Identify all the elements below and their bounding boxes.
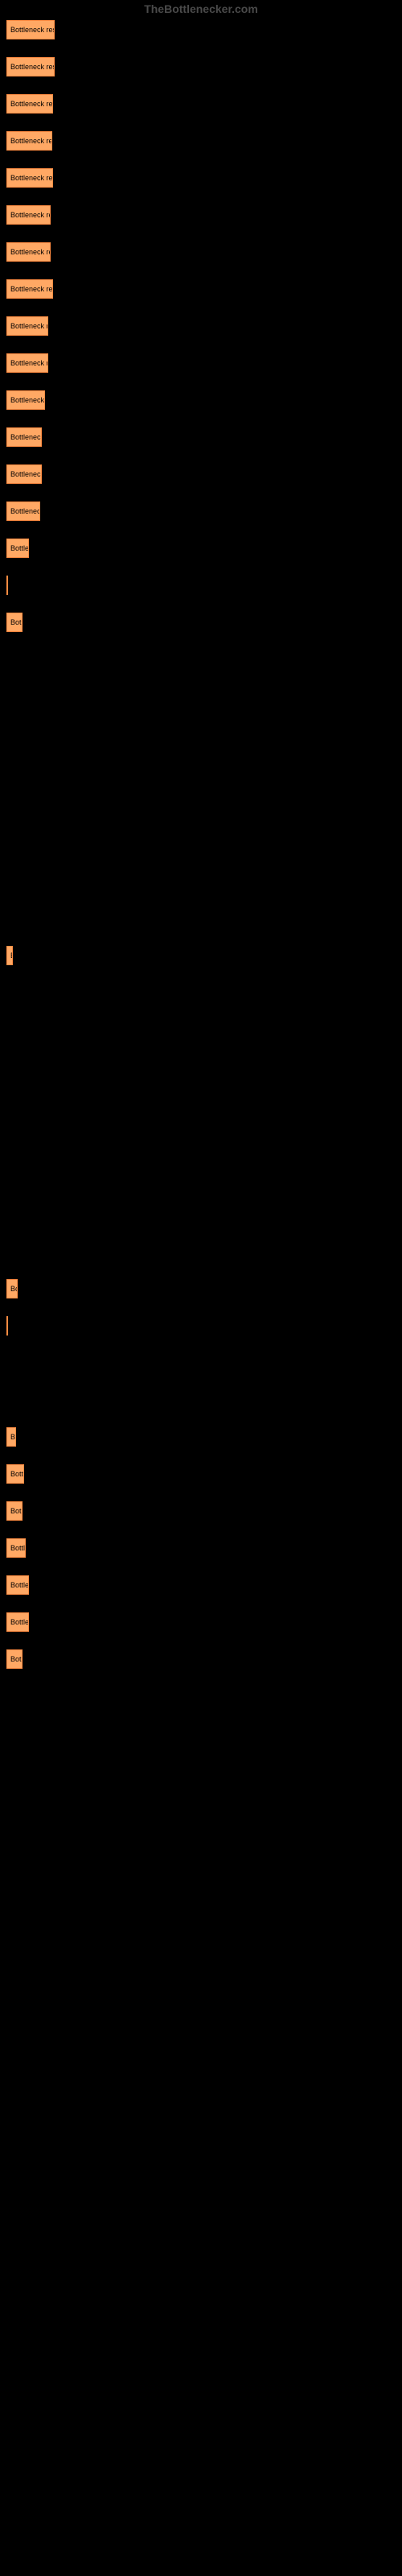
bar-row: Bot <box>6 1649 402 1669</box>
bar-row: Bottleneck r <box>6 316 402 336</box>
bar-row: Bo <box>6 1427 402 1447</box>
bar-row: Bottle <box>6 539 402 558</box>
bar-label: Bo <box>10 1433 16 1441</box>
chart-bar: Bottleneck <box>6 464 42 484</box>
chart-bar: Bottleneck re <box>6 131 52 151</box>
chart-container: Bottleneck res Bottleneck res Bottleneck r… <box>0 0 402 1669</box>
bar-label: Bott <box>10 1470 23 1478</box>
bar-row <box>6 576 402 595</box>
watermark-text: TheBottlenecker.com <box>144 2 258 15</box>
chart-bar: Bottl <box>6 1538 26 1558</box>
chart-bar: Bot <box>6 1649 23 1669</box>
bar-row: Bottleneck res <box>6 57 402 76</box>
bar-row: Bo <box>6 1279 402 1298</box>
chart-bar: Bottleneck re <box>6 242 51 262</box>
chart-bar: Bottleneck res <box>6 20 55 39</box>
bar-row <box>6 761 402 780</box>
chart-bar: Bott <box>6 1464 24 1484</box>
bar-label: Bottleneck re <box>10 285 53 293</box>
chart-bar: Bottleneck r <box>6 316 48 336</box>
bar-row: Bottleneck res <box>6 20 402 39</box>
bar-row: B <box>6 946 402 965</box>
chart-bar: Bottleneck re <box>6 94 53 114</box>
bar-row: Bottleneck r <box>6 353 402 373</box>
bar-label: Bot <box>10 1655 22 1663</box>
chart-bar: Bottle <box>6 1612 29 1632</box>
bar-row: Bottleneck re <box>6 94 402 114</box>
bar-row <box>6 1020 402 1039</box>
bar-row: Bott <box>6 1464 402 1484</box>
bar-label: Bottleneck <box>10 433 42 441</box>
bar-row: Bot <box>6 1501 402 1521</box>
bar-row <box>6 650 402 669</box>
bar-row: Bottleneck <box>6 427 402 447</box>
bar-row <box>6 1168 402 1187</box>
chart-bar: Bot <box>6 1501 23 1521</box>
bar-label: Bottlenec <box>10 507 40 515</box>
chart-bar: Bottleneck re <box>6 205 51 225</box>
bar-row <box>6 872 402 891</box>
bar-label: Bottle <box>10 1618 29 1626</box>
bar-label: Bot <box>10 1507 22 1515</box>
bar-label: Bo <box>10 1285 18 1293</box>
bar-row <box>6 1205 402 1224</box>
chart-bar <box>6 576 8 595</box>
bar-row: Bottleneck re <box>6 205 402 225</box>
bar-label: Bottleneck r <box>10 359 48 367</box>
bar-label: Bottleneck <box>10 396 44 404</box>
bar-row <box>6 1094 402 1113</box>
bar-row <box>6 983 402 1002</box>
bar-row <box>6 687 402 706</box>
bar-label: Bottle <box>10 544 29 552</box>
chart-bar: Bottlenec <box>6 502 40 521</box>
bar-row <box>6 798 402 817</box>
bar-row <box>6 1316 402 1335</box>
chart-bar: Bottleneck <box>6 390 45 410</box>
bar-row: Bottleneck re <box>6 168 402 188</box>
bar-row <box>6 724 402 743</box>
bar-label: Bottleneck re <box>10 100 53 108</box>
bar-label: Bottleneck re <box>10 174 53 182</box>
chart-bar: Bottleneck <box>6 427 42 447</box>
bar-label: Bottl <box>10 1544 25 1552</box>
bar-row: Bottl <box>6 1538 402 1558</box>
bar-label: Bottleneck re <box>10 248 51 256</box>
bar-label: Bottle <box>10 1581 29 1589</box>
chart-bar: Bottle <box>6 539 29 558</box>
bar-row: Bottleneck re <box>6 279 402 299</box>
bar-label: Bottleneck re <box>10 211 51 219</box>
bar-row <box>6 1353 402 1373</box>
chart-bar: Bottleneck re <box>6 168 53 188</box>
chart-bar: Bot <box>6 613 23 632</box>
bar-row: Bottleneck <box>6 390 402 410</box>
bar-label: B <box>10 952 13 960</box>
bar-label: Bottleneck res <box>10 26 55 34</box>
bar-row: Bottleneck <box>6 464 402 484</box>
bar-label: Bottleneck <box>10 470 42 478</box>
bar-row <box>6 909 402 928</box>
bar-row: Bottleneck re <box>6 131 402 151</box>
chart-bar: Bo <box>6 1427 16 1447</box>
bar-row <box>6 835 402 854</box>
bar-row: Bottle <box>6 1612 402 1632</box>
bar-label: Bottleneck r <box>10 322 48 330</box>
chart-bar: Bottleneck res <box>6 57 55 76</box>
bar-row <box>6 1390 402 1410</box>
chart-bar: Bottleneck re <box>6 279 53 299</box>
chart-bar: Bo <box>6 1279 18 1298</box>
bar-row <box>6 1057 402 1076</box>
bar-row: Bottle <box>6 1575 402 1595</box>
bar-label: Bot <box>10 618 22 626</box>
chart-bar: Bottle <box>6 1575 29 1595</box>
chart-bar <box>6 1316 8 1335</box>
bar-row: Bottleneck re <box>6 242 402 262</box>
bar-row: Bot <box>6 613 402 632</box>
bar-label: Bottleneck res <box>10 63 55 71</box>
bar-row <box>6 1131 402 1150</box>
bar-label: Bottleneck re <box>10 137 52 145</box>
bar-row <box>6 1242 402 1261</box>
bar-row: Bottlenec <box>6 502 402 521</box>
chart-bar: Bottleneck r <box>6 353 48 373</box>
chart-bar: B <box>6 946 13 965</box>
